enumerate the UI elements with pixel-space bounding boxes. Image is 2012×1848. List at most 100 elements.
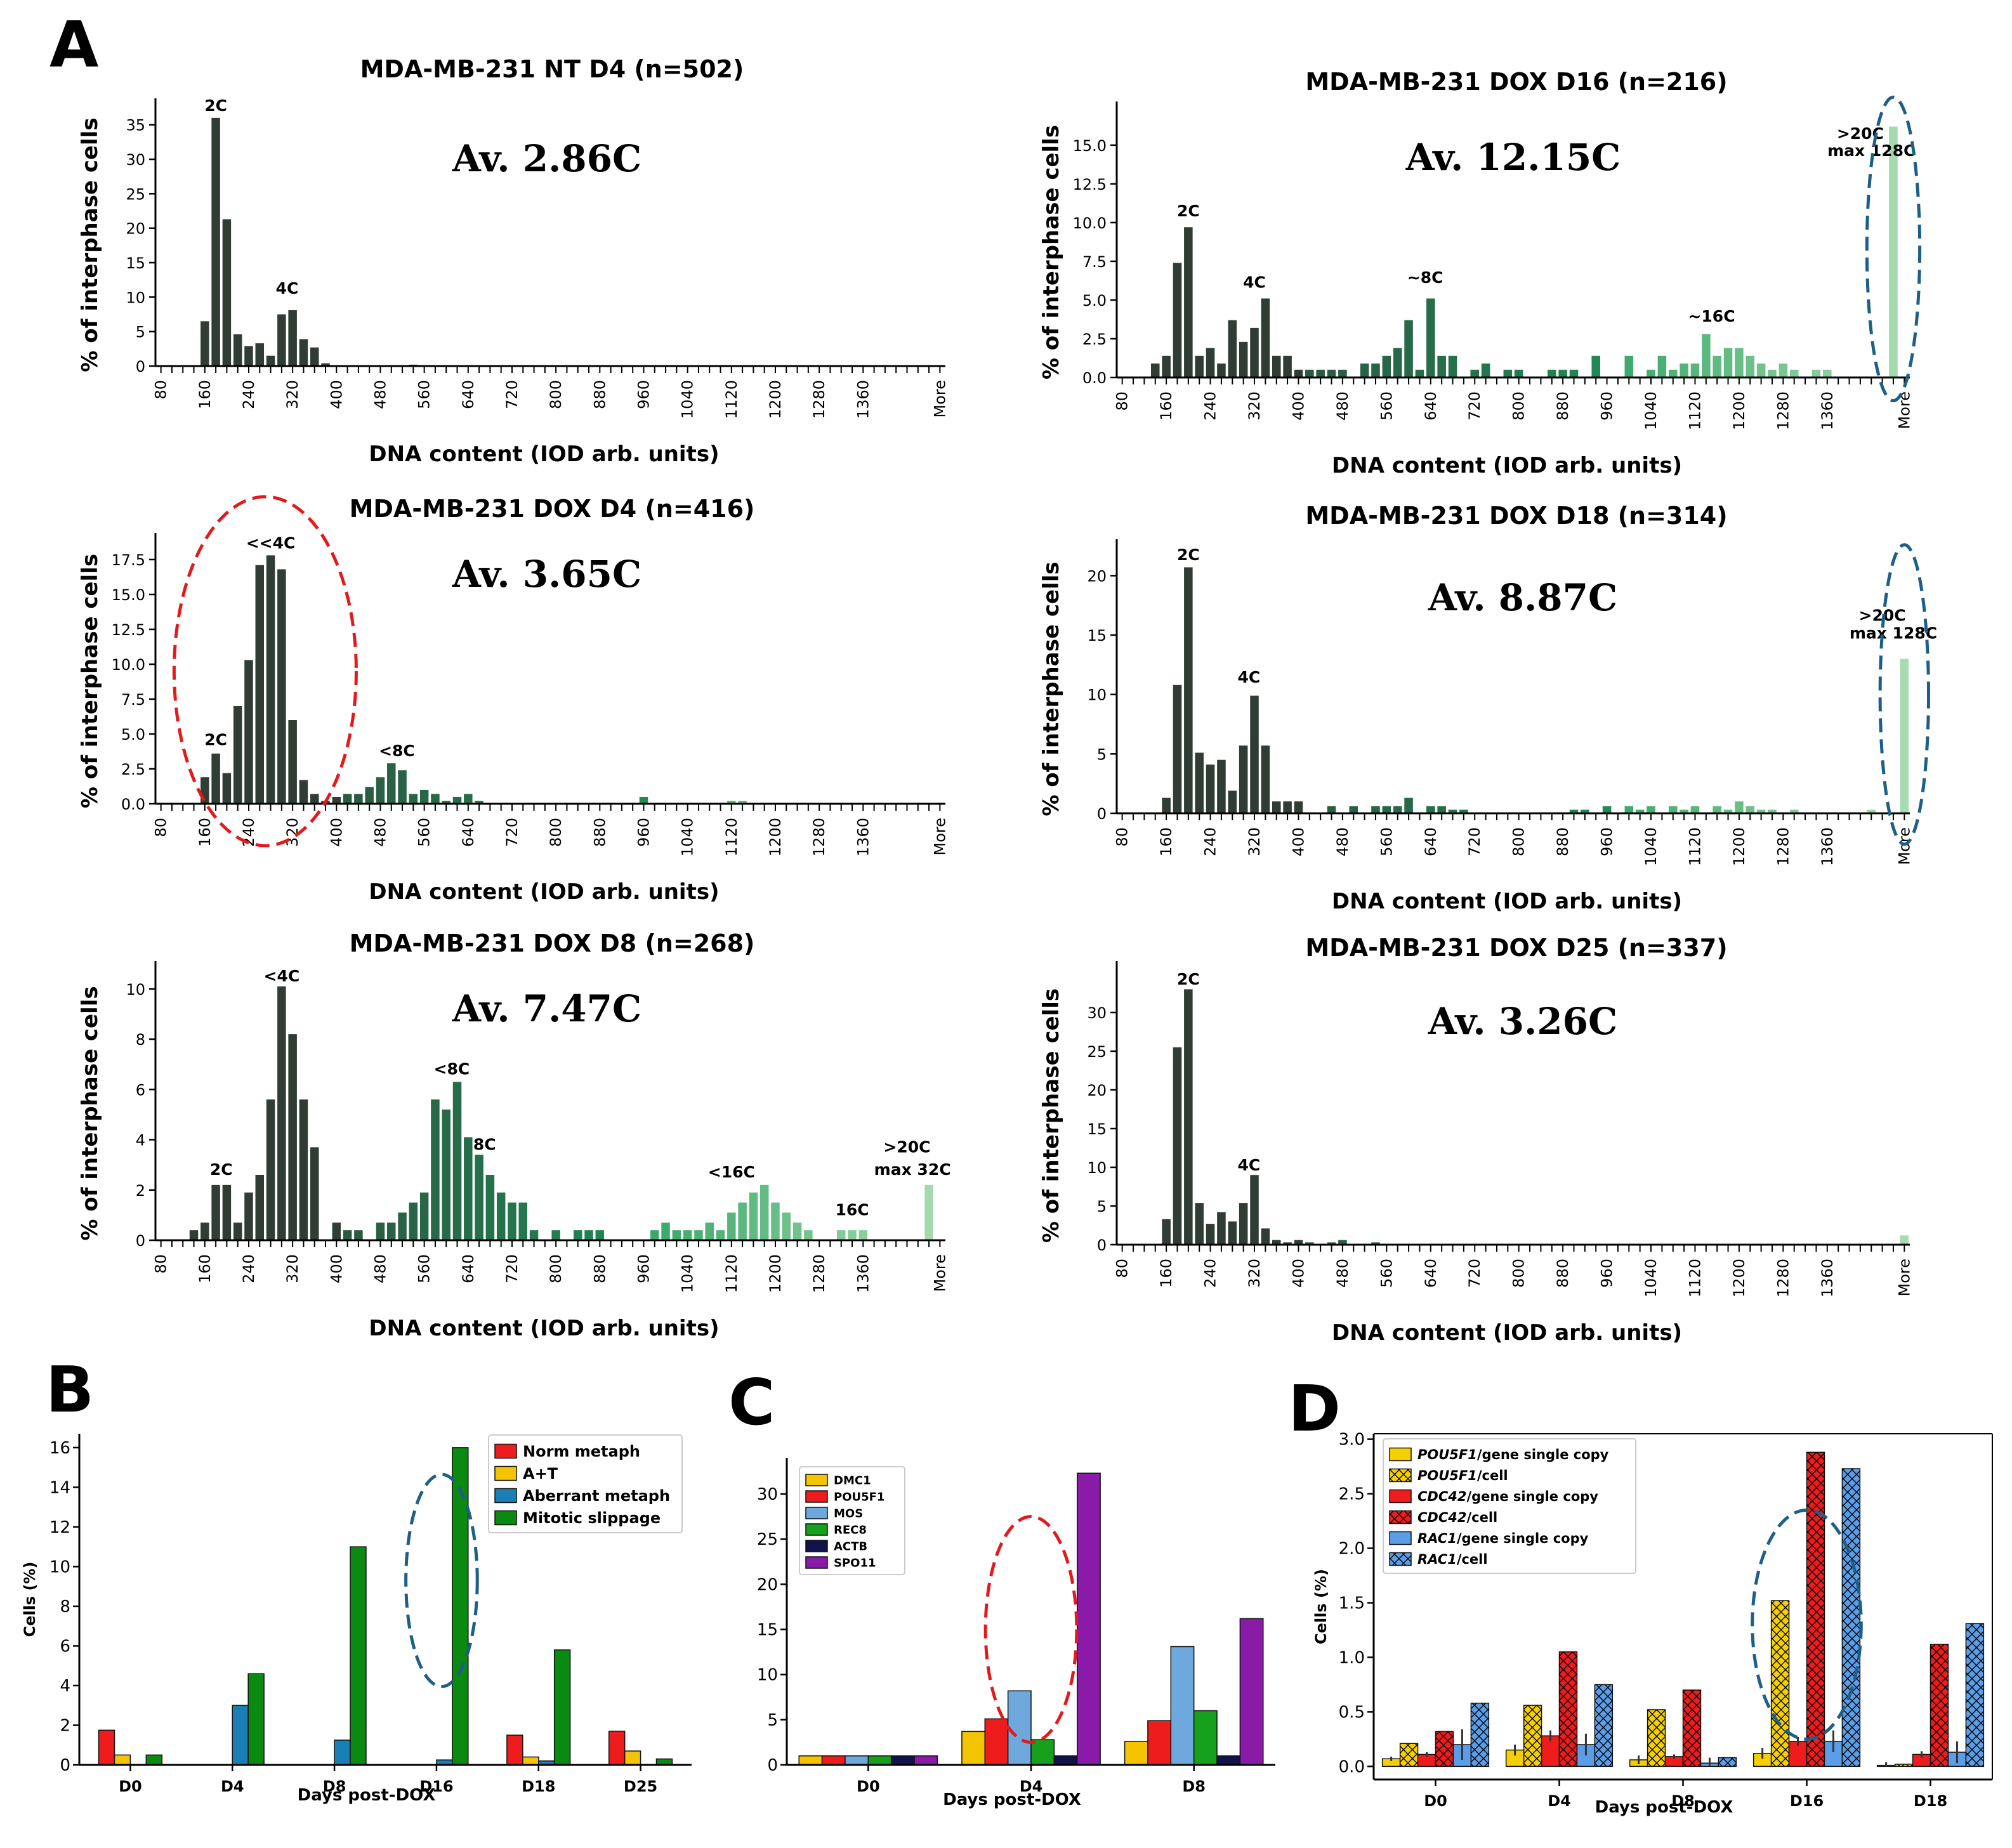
- histogram-bar: [1713, 806, 1721, 813]
- x-tick-label: 1040: [1642, 1259, 1660, 1297]
- histogram-bar: [255, 1174, 265, 1240]
- x-tick-label: 160: [196, 380, 214, 409]
- histogram-bar: [1437, 355, 1446, 377]
- peak-annotation: <8C: [379, 742, 415, 760]
- highlight-ellipse: [1878, 543, 1931, 846]
- y-tick-label: 10.0: [112, 656, 145, 674]
- histogram-bar: [1680, 809, 1688, 813]
- x-tick-label: 80: [1114, 827, 1131, 847]
- average-label: Av. 3.26C: [1428, 1000, 1617, 1043]
- histogram-bar: [288, 720, 297, 804]
- x-tick-label: More: [1895, 827, 1913, 865]
- histogram-bar: [485, 1174, 495, 1240]
- histogram-bar: [266, 355, 275, 366]
- histogram-dox-d18: MDA-MB-231 DOX D18 (n=314) Av. 8.87C 0 5 10 1…: [1039, 502, 1937, 914]
- histogram-bar: [1250, 695, 1259, 813]
- histogram-bar: [1283, 801, 1292, 813]
- histogram-bar: [211, 753, 220, 804]
- histogram-bar: [452, 1082, 462, 1240]
- y-axis-label: % of interphase cells: [77, 986, 103, 1240]
- histogram-bar: [1173, 263, 1182, 377]
- x-tick-label: 480: [371, 818, 389, 847]
- histogram-bar: [255, 565, 265, 804]
- histogram-bar: [1272, 355, 1281, 377]
- x-tick-label: 960: [1598, 391, 1616, 421]
- y-tick-label: 30: [126, 151, 145, 169]
- x-tick-label: 1040: [1642, 827, 1660, 866]
- bar: [867, 1755, 892, 1766]
- histogram-bar: [716, 1230, 725, 1240]
- y-tick-label: 10.0: [1073, 214, 1107, 232]
- histogram-bar: [1404, 320, 1413, 377]
- x-tick-label: 160: [196, 818, 214, 847]
- histogram-bar: [1184, 989, 1193, 1245]
- x-tick-label: 880: [1554, 827, 1572, 856]
- histogram-bar: [244, 1192, 253, 1240]
- x-tick-label: 880: [591, 380, 608, 409]
- bar: [98, 1729, 115, 1766]
- bar: [1053, 1755, 1078, 1766]
- histogram-bar: [1514, 369, 1523, 377]
- highlight-ellipse: [172, 495, 358, 848]
- y-tick-label: 5: [1097, 745, 1107, 763]
- peak-annotation: 2C: [210, 1160, 233, 1179]
- histogram-bar: [1426, 806, 1435, 813]
- histogram-bar: [1756, 364, 1766, 377]
- x-tick-label: 480: [1334, 1259, 1351, 1288]
- histogram-bar: [277, 986, 286, 1240]
- histogram-bar: [496, 1192, 506, 1240]
- y-tick-label: 0.0: [1339, 1757, 1365, 1776]
- x-tick-label: 960: [1598, 1259, 1616, 1288]
- average-label: Av. 12.15C: [1405, 136, 1621, 179]
- histogram-bar: [1371, 364, 1380, 377]
- legend-label: REC8: [834, 1523, 867, 1537]
- histogram-bar: [1305, 1242, 1314, 1245]
- histogram-dox-d4: MDA-MB-231 DOX D4 (n=416) Av. 3.65C 0.0 2.5…: [77, 495, 949, 905]
- histogram-bar: [1272, 1240, 1281, 1245]
- histogram-bar: [1900, 1235, 1909, 1245]
- histogram-bar: [1448, 809, 1457, 813]
- histogram-bar: [1250, 327, 1259, 377]
- histogram-bar: [1647, 369, 1655, 377]
- y-tick-label: 15: [126, 254, 145, 272]
- histogram-bar: [354, 794, 363, 804]
- x-axis-label: Days post-DOX: [298, 1786, 436, 1805]
- x-tick-label: 1120: [1686, 827, 1704, 866]
- y-tick-label: 10: [49, 1557, 70, 1576]
- histogram-bar: [1735, 801, 1744, 813]
- category-label: D25: [624, 1778, 657, 1795]
- chart-title: MDA-MB-231 DOX D4 (n=416): [350, 495, 755, 523]
- histogram-bar: [288, 1034, 297, 1240]
- x-tick-label: 480: [371, 1254, 389, 1283]
- y-tick-label: 4: [60, 1677, 70, 1696]
- x-axis-label: DNA content (IOD arb. units): [369, 879, 719, 905]
- x-tick-label: 80: [152, 380, 170, 400]
- x-tick-label: 880: [591, 818, 608, 847]
- legend-label: ACTB: [834, 1540, 867, 1553]
- x-tick-label: 960: [635, 818, 652, 847]
- y-tick-label: 2.5: [121, 761, 145, 778]
- histogram-bar: [1327, 806, 1336, 813]
- y-tick-label: 10: [126, 981, 145, 999]
- histogram-bar: [464, 794, 473, 804]
- bar-hatch: [1435, 1731, 1454, 1767]
- histogram-bar: [573, 1230, 582, 1240]
- histogram-bar: [1250, 1175, 1259, 1245]
- histogram-bar: [1228, 790, 1237, 813]
- histogram-bar: [584, 1230, 593, 1240]
- histogram-bar: [1635, 809, 1645, 813]
- bar: [350, 1546, 367, 1766]
- histogram-bar: [1779, 364, 1788, 377]
- x-tick-label: 1280: [810, 380, 828, 419]
- histogram-bar: [201, 321, 209, 366]
- histogram-bar: [1206, 1224, 1215, 1245]
- histogram-bar: [310, 794, 319, 804]
- x-tick-label: 400: [1289, 1259, 1307, 1288]
- chart-title: MDA-MB-231 DOX D16 (n=216): [1305, 68, 1727, 96]
- histogram-bar: [244, 660, 253, 804]
- histogram-bar: [1217, 759, 1226, 813]
- histogram-bar: [1382, 355, 1391, 377]
- average-label: Av. 2.86C: [452, 137, 641, 180]
- histogram-bar: [1789, 369, 1799, 377]
- x-tick-label: 400: [327, 818, 345, 847]
